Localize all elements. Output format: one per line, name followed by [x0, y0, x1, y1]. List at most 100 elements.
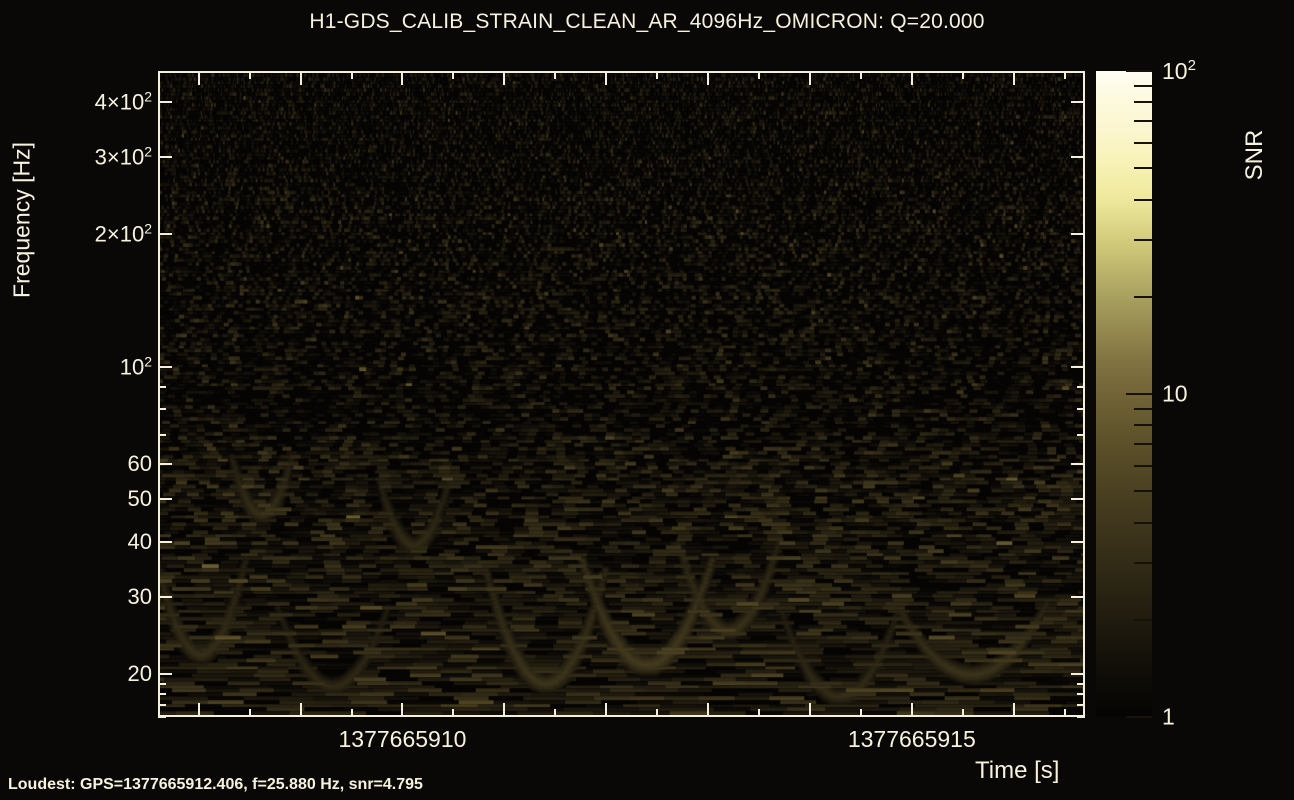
- y-axis-major-tick: [158, 233, 172, 236]
- y-axis-minor-tick: [1077, 385, 1085, 388]
- x-axis-major-tick: [605, 71, 608, 85]
- colorbar-major-tick: [1126, 716, 1152, 718]
- x-axis-major-tick: [1012, 703, 1015, 717]
- y-axis-major-tick: [158, 540, 172, 543]
- spectrogram-image: [160, 73, 1083, 715]
- y-axis-minor-tick: [1077, 683, 1085, 686]
- x-axis-minor-tick: [554, 709, 557, 717]
- colorbar-minor-tick: [1134, 141, 1152, 144]
- x-tick-label: 1377665910: [338, 726, 467, 752]
- y-axis-minor-tick: [1077, 693, 1085, 696]
- x-axis-minor-tick: [961, 709, 964, 717]
- colorbar-tick-label: 10: [1162, 380, 1188, 407]
- x-axis-minor-tick: [248, 71, 251, 79]
- y-tick-label: 20: [127, 661, 152, 687]
- x-axis-major-tick: [197, 703, 200, 717]
- x-axis-major-tick: [1012, 71, 1015, 85]
- x-tick-label: 1377665915: [847, 726, 976, 752]
- x-axis-minor-tick: [656, 709, 659, 717]
- y-axis-major-tick: [158, 365, 172, 368]
- y-axis-title: Frequency [Hz]: [2, 60, 42, 380]
- x-axis-major-tick: [299, 703, 302, 717]
- x-axis-minor-tick: [656, 71, 659, 79]
- y-axis-minor-tick: [158, 716, 166, 718]
- y-axis-minor-tick: [158, 408, 166, 411]
- x-axis-minor-tick: [758, 709, 761, 717]
- y-axis-minor-tick: [158, 385, 166, 388]
- y-axis-minor-tick: [1077, 716, 1085, 718]
- x-axis-minor-tick: [452, 709, 455, 717]
- x-axis-major-tick: [707, 703, 710, 717]
- colorbar-title: SNR: [1232, 80, 1278, 230]
- x-axis-major-tick: [401, 703, 404, 717]
- colorbar-tick-label: 1: [1162, 703, 1175, 730]
- colorbar-minor-tick: [1134, 464, 1152, 467]
- colorbar-minor-tick: [1134, 490, 1152, 493]
- y-axis-major-tick: [158, 155, 172, 158]
- y-tick-label: 102: [119, 353, 152, 380]
- colorbar-minor-tick: [1134, 521, 1152, 524]
- colorbar-minor-tick: [1134, 120, 1152, 123]
- x-axis-title: Time [s]: [975, 757, 1060, 784]
- y-axis-minor-tick: [1077, 408, 1085, 411]
- colorbar-major-tick: [1126, 393, 1152, 395]
- colorbar-minor-tick: [1134, 238, 1152, 241]
- colorbar-minor-tick: [1134, 198, 1152, 201]
- y-axis-major-tick: [1071, 595, 1085, 598]
- y-axis-minor-tick: [158, 433, 166, 436]
- y-axis-major-tick: [158, 673, 172, 676]
- x-axis-major-tick: [910, 703, 913, 717]
- x-axis-minor-tick: [859, 709, 862, 717]
- x-axis-minor-tick: [859, 71, 862, 79]
- y-axis-major-tick: [1071, 463, 1085, 466]
- y-axis-major-tick: [158, 595, 172, 598]
- x-axis-major-tick: [910, 71, 913, 85]
- x-axis-minor-tick: [350, 709, 353, 717]
- x-axis-major-tick: [707, 71, 710, 85]
- x-axis-minor-tick: [248, 709, 251, 717]
- x-axis-major-tick: [605, 703, 608, 717]
- y-axis-title-label: Frequency [Hz]: [8, 142, 35, 298]
- y-axis-major-tick: [1071, 155, 1085, 158]
- x-axis-minor-tick: [1063, 71, 1066, 79]
- x-axis-minor-tick: [452, 71, 455, 79]
- colorbar-minor-tick: [1134, 101, 1152, 104]
- x-axis-major-tick: [401, 71, 404, 85]
- colorbar-minor-tick: [1134, 443, 1152, 446]
- colorbar-major-tick: [1126, 70, 1152, 72]
- y-axis-minor-tick: [1077, 433, 1085, 436]
- y-axis-minor-tick: [158, 693, 166, 696]
- y-axis-major-tick: [1071, 673, 1085, 676]
- spectrogram-plot[interactable]: [158, 71, 1085, 717]
- y-tick-label: 2×102: [94, 220, 152, 247]
- x-axis-major-tick: [808, 71, 811, 85]
- x-axis-minor-tick: [961, 71, 964, 79]
- loudest-event-status: Loudest: GPS=1377665912.406, f=25.880 Hz…: [8, 776, 423, 793]
- y-axis-major-tick: [1071, 540, 1085, 543]
- x-axis-minor-tick: [350, 71, 353, 79]
- y-axis-major-tick: [1071, 365, 1085, 368]
- colorbar-minor-tick: [1134, 407, 1152, 410]
- x-axis-minor-tick: [1063, 709, 1066, 717]
- y-axis-minor-tick: [158, 683, 166, 686]
- x-axis-major-tick: [503, 71, 506, 85]
- y-tick-label: 4×102: [94, 88, 152, 115]
- x-axis-minor-tick: [554, 71, 557, 79]
- y-axis-minor-tick: [1077, 704, 1085, 707]
- colorbar-minor-tick: [1134, 561, 1152, 564]
- colorbar-minor-tick: [1134, 295, 1152, 298]
- x-axis-major-tick: [197, 71, 200, 85]
- y-axis-major-tick: [1071, 498, 1085, 501]
- y-axis-minor-tick: [158, 704, 166, 707]
- y-tick-label: 40: [127, 528, 152, 554]
- colorbar-minor-tick: [1134, 84, 1152, 87]
- x-axis-minor-tick: [758, 71, 761, 79]
- x-axis-major-tick: [299, 71, 302, 85]
- y-tick-label: 3×102: [94, 143, 152, 170]
- y-axis-major-tick: [158, 100, 172, 103]
- y-tick-label: 30: [127, 583, 152, 609]
- page-title: H1-GDS_CALIB_STRAIN_CLEAN_AR_4096Hz_OMIC…: [309, 10, 985, 33]
- colorbar-minor-tick: [1134, 424, 1152, 427]
- y-axis-major-tick: [1071, 233, 1085, 236]
